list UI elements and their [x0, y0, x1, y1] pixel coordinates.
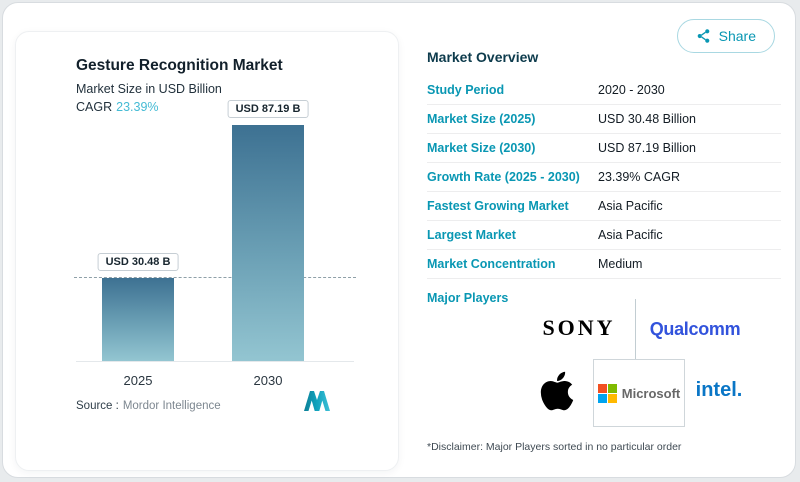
row-value: USD 87.19 Billion: [598, 141, 696, 155]
market-overview-panel: Market Overview Study Period 2020 - 2030…: [427, 49, 781, 453]
table-row-study-period: Study Period 2020 - 2030: [427, 76, 781, 105]
bar-value-label-2030: USD 87.19 B: [227, 100, 309, 118]
apple-logo-icon: [539, 369, 575, 413]
bar-2030: [232, 125, 304, 361]
row-label: Study Period: [427, 83, 505, 97]
share-button[interactable]: Share: [676, 19, 775, 53]
row-value: Medium: [598, 257, 643, 271]
cagr-label: CAGR: [76, 100, 113, 114]
intel-logo: intel.: [695, 379, 743, 401]
mordor-intelligence-logo-icon: [304, 391, 330, 416]
table-row-fastest-growing-market: Fastest Growing Market Asia Pacific: [427, 192, 781, 221]
row-value: Asia Pacific: [598, 199, 663, 213]
dashed-guide-line: [74, 277, 356, 278]
qualcomm-logo: Qualcomm: [649, 319, 741, 339]
major-players-section: Major Players SONY Qualcomm Microsoft in…: [427, 279, 781, 439]
row-label: Market Size (2025): [427, 112, 536, 126]
bar-value-label-2025: USD 30.48 B: [97, 253, 179, 271]
table-row-market-concentration: Market Concentration Medium: [427, 250, 781, 279]
source-name: Mordor Intelligence: [122, 400, 221, 412]
chart-cagr: CAGR 23.39%: [76, 100, 159, 114]
bar-chart-plot: USD 30.48 B 2025 USD 87.19 B 2030: [74, 100, 356, 388]
chart-subtitle: Market Size in USD Billion: [76, 82, 222, 96]
row-value: Asia Pacific: [598, 228, 663, 242]
row-label: Largest Market: [427, 228, 516, 242]
row-value: 23.39% CAGR: [598, 170, 680, 184]
bar-2025: [102, 278, 174, 361]
row-label: Fastest Growing Market: [427, 199, 569, 213]
table-row-market-size-2030: Market Size (2030) USD 87.19 Billion: [427, 134, 781, 163]
chart-card: Gesture Recognition Market Market Size i…: [15, 31, 399, 471]
table-row-largest-market: Largest Market Asia Pacific: [427, 221, 781, 250]
major-players-label: Major Players: [427, 291, 509, 305]
microsoft-logo: Microsoft: [593, 359, 685, 427]
table-row-market-size-2025: Market Size (2025) USD 30.48 Billion: [427, 105, 781, 134]
row-label: Market Size (2030): [427, 141, 536, 155]
share-button-label: Share: [718, 28, 756, 44]
cagr-value: 23.39%: [116, 100, 159, 114]
sony-logo: SONY: [542, 315, 616, 340]
source-label: Source :: [76, 400, 119, 412]
share-icon: [696, 28, 711, 44]
row-label: Market Concentration: [427, 257, 556, 271]
table-row-growth-rate: Growth Rate (2025 - 2030) 23.39% CAGR: [427, 163, 781, 192]
microsoft-logo-text: Microsoft: [621, 385, 681, 401]
source-attribution: Source : Mordor Intelligence: [76, 400, 221, 412]
overview-title: Market Overview: [427, 49, 539, 65]
x-tick-2030: 2030: [253, 373, 283, 388]
row-value: USD 30.48 Billion: [598, 112, 696, 126]
divider: [635, 299, 636, 361]
chart-title: Gesture Recognition Market: [76, 57, 283, 74]
microsoft-squares-icon: [597, 383, 617, 403]
bar-column-2025: USD 30.48 B 2025: [97, 126, 179, 388]
row-label: Growth Rate (2025 - 2030): [427, 170, 580, 184]
x-tick-2025: 2025: [123, 373, 153, 388]
bar-column-2030: USD 87.19 B 2030: [227, 100, 309, 388]
row-value: 2020 - 2030: [598, 83, 665, 97]
disclaimer-text: *Disclaimer: Major Players sorted in no …: [427, 441, 682, 453]
